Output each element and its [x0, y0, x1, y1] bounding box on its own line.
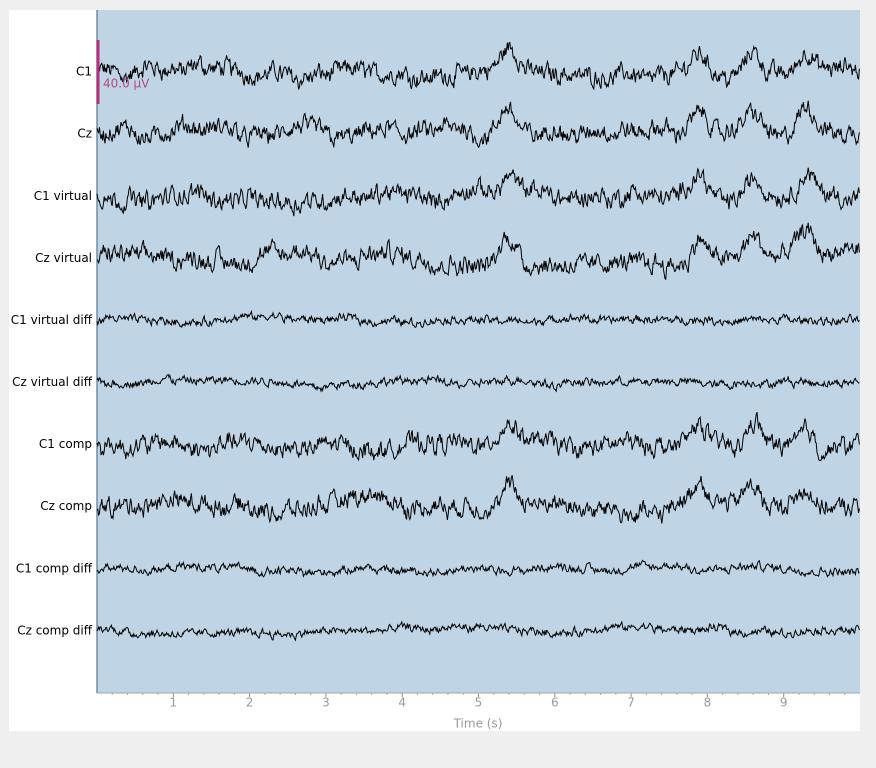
channel-label: C1 virtual: [34, 189, 92, 203]
trace: [96, 309, 860, 329]
channel-label: C1: [76, 65, 92, 79]
channel-label: Cz comp diff: [17, 623, 93, 637]
x-tick-label: 6: [551, 696, 559, 710]
trace: [96, 100, 860, 149]
channel-label: Cz virtual diff: [12, 375, 93, 389]
trace: [96, 373, 860, 393]
x-tick-label: 7: [627, 696, 635, 710]
x-tick-label: 9: [780, 696, 788, 710]
channel-label: Cz comp: [40, 499, 92, 513]
x-axis-label: Time (s): [453, 717, 503, 731]
trace: [96, 41, 860, 91]
trace: [96, 559, 860, 578]
trace: [96, 222, 860, 281]
channel-label: Cz virtual: [35, 251, 92, 265]
x-tick-label: 8: [704, 696, 712, 710]
x-tick-label: 5: [475, 696, 483, 710]
trace: [96, 620, 860, 642]
channel-label: C1 virtual diff: [11, 313, 93, 327]
channel-label: Cz: [77, 127, 92, 141]
trace: [96, 167, 860, 217]
channel-label: C1 comp: [39, 437, 92, 451]
trace: [96, 411, 860, 462]
trace: [96, 475, 860, 524]
x-tick-label: 3: [322, 696, 330, 710]
traces: [96, 41, 860, 642]
channel-label: C1 comp diff: [16, 561, 93, 575]
x-tick-label: 4: [398, 696, 406, 710]
x-tick-label: 2: [246, 696, 254, 710]
x-tick-label: 1: [169, 696, 177, 710]
scale-label: 40.0 µV: [103, 77, 150, 91]
